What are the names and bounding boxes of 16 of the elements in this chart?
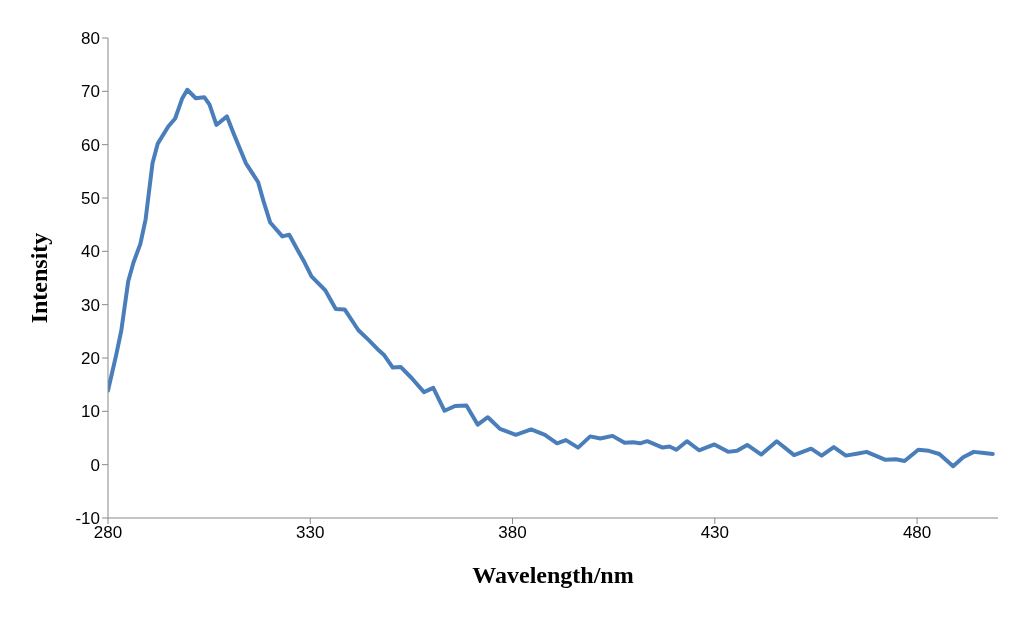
x-tick-label: 330 (296, 523, 325, 543)
y-tick-label: 20 (81, 349, 100, 369)
y-tick-label: 80 (81, 29, 100, 49)
y-tick-label: 50 (81, 189, 100, 209)
y-tick-label: 60 (81, 135, 100, 155)
x-tick-label: 480 (902, 523, 932, 543)
y-tick-label: 0 (90, 455, 100, 475)
y-axis-title: Intensity (25, 232, 52, 324)
line-series (108, 87, 995, 469)
y-tick-label: 40 (81, 242, 100, 262)
x-tick-label: 430 (700, 523, 730, 543)
x-tick-label: 380 (498, 523, 527, 543)
y-tick-label: 70 (81, 82, 100, 102)
x-axis-title: Wavelength/nm (472, 562, 634, 588)
y-tick-label: 30 (81, 295, 100, 315)
y-tick-label: 10 (81, 402, 100, 422)
